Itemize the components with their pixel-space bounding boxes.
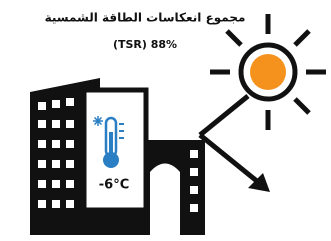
infographic: مجموع انعكاسات الطاقة الشمسية (TSR) 88% bbox=[0, 0, 331, 241]
tsr-label: (TSR) 88% bbox=[113, 38, 177, 51]
title: مجموع انعكاسات الطاقة الشمسية bbox=[45, 11, 246, 26]
temperature-label: -6°C bbox=[99, 178, 129, 193]
